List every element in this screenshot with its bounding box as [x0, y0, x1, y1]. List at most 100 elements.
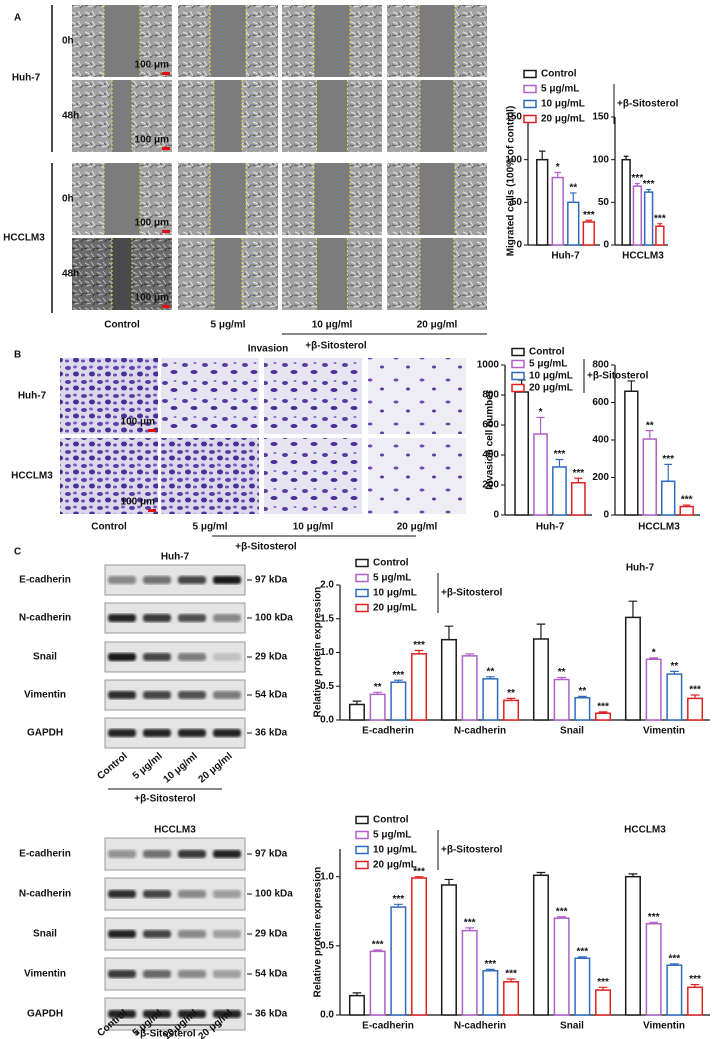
wound-gap	[419, 5, 455, 77]
wound-gap	[210, 5, 246, 77]
legend-swatch	[355, 603, 369, 613]
y-tick-label: 100	[592, 154, 609, 165]
legend-swatch	[355, 830, 369, 840]
legend-label: 10 μg/mL	[541, 99, 585, 110]
size-label: 29 kDa	[255, 652, 288, 663]
error-bar	[646, 188, 651, 193]
blot-band	[108, 1010, 136, 1018]
legend-swatch	[355, 845, 369, 855]
legend-note: +β-Sitosterol	[617, 99, 679, 110]
blot-band	[108, 614, 136, 622]
legend-swatch	[511, 371, 525, 381]
blot-band	[178, 576, 206, 584]
error-bar	[486, 968, 495, 971]
bar	[503, 981, 520, 1016]
y-axis-title: Migrated cells (100% of control)	[506, 106, 517, 257]
chart-title: HCCLM3	[624, 825, 666, 836]
x-tick-label: HCCLM3	[638, 522, 680, 533]
bar	[567, 201, 580, 246]
blot-band	[213, 614, 241, 622]
treatment-label: +β-Sitosterol	[235, 542, 297, 553]
x-tick-label: N-cadherin	[454, 726, 506, 737]
legend-swatch	[523, 84, 537, 94]
bar	[390, 681, 407, 721]
blot-band	[178, 1010, 206, 1018]
wound-gap	[419, 163, 455, 235]
significance-label: **	[374, 682, 382, 693]
wound-gap	[316, 238, 348, 310]
lane-label: 5 μg/ml	[131, 751, 165, 782]
blot-title: Huh-7	[161, 552, 190, 563]
blot-band	[213, 970, 241, 978]
blot-band	[178, 691, 206, 699]
error-bar	[635, 182, 640, 187]
error-bar	[670, 963, 679, 966]
y-tick-label: 1.0	[320, 871, 334, 882]
wound-gap	[112, 238, 132, 310]
wound-gap	[104, 5, 140, 77]
blot-band	[213, 850, 241, 858]
blot-band	[178, 729, 206, 737]
blot-band	[108, 890, 136, 898]
significance-label: *	[539, 407, 543, 418]
legend-swatch	[511, 383, 525, 393]
significance-label: ***	[662, 454, 674, 465]
bar	[440, 638, 457, 721]
panel-letter: A	[14, 13, 21, 24]
legend-label: Control	[541, 69, 577, 80]
column-label: 20 μg/ml	[417, 320, 458, 331]
x-tick-label: HCCLM3	[622, 251, 664, 262]
y-tick-label: 800	[482, 390, 499, 401]
bar	[624, 616, 641, 721]
x-tick-label: E-cadherin	[362, 1021, 414, 1032]
significance-label: ***	[554, 449, 566, 460]
y-tick-label: 400	[592, 435, 609, 446]
bar	[411, 653, 428, 721]
significance-label: **	[646, 420, 654, 431]
y-axis-title: Invasion cell number	[485, 390, 496, 490]
error-bar	[645, 430, 654, 440]
error-bar	[506, 978, 516, 982]
significance-label: ***	[654, 213, 666, 224]
legend-swatch	[523, 99, 537, 109]
legend-label: 10 μg/mL	[529, 371, 573, 382]
size-label: 97 kDa	[255, 849, 288, 860]
bar	[642, 438, 657, 516]
y-tick-label: 2.0	[320, 580, 334, 591]
bar	[624, 875, 641, 1016]
legend-swatch	[511, 359, 525, 369]
significance-label: **	[569, 183, 577, 194]
bar	[666, 673, 683, 721]
significance-label: ***	[583, 210, 595, 221]
blot-band	[178, 653, 206, 661]
bar	[632, 185, 643, 246]
error-bar	[649, 657, 658, 660]
micrograph	[60, 438, 158, 514]
x-tick-label: N-cadherin	[454, 1021, 506, 1032]
legend-swatch	[523, 69, 537, 79]
blot-band	[143, 930, 171, 938]
error-bar	[536, 623, 546, 639]
error-bar	[578, 956, 587, 959]
bar	[574, 957, 591, 1016]
bar	[645, 658, 662, 721]
y-tick-label: 0.0	[320, 715, 334, 726]
y-tick-label: 150	[505, 112, 522, 123]
error-bar	[598, 711, 608, 714]
blot-band	[143, 970, 171, 978]
error-bar	[628, 873, 638, 877]
y-tick-label: 1.5	[320, 613, 334, 624]
significance-label: ***	[577, 947, 589, 958]
chart-title: Huh-7	[626, 563, 655, 574]
bar	[679, 505, 694, 516]
blot-band	[143, 614, 171, 622]
error-bar	[444, 625, 454, 640]
bar	[551, 176, 564, 246]
significance-label: ***	[464, 917, 476, 928]
blot-band	[178, 850, 206, 858]
bar	[482, 969, 499, 1016]
error-bar	[578, 695, 587, 698]
scale-bar-label: 100 μm	[135, 293, 170, 304]
blot-band	[143, 691, 171, 699]
